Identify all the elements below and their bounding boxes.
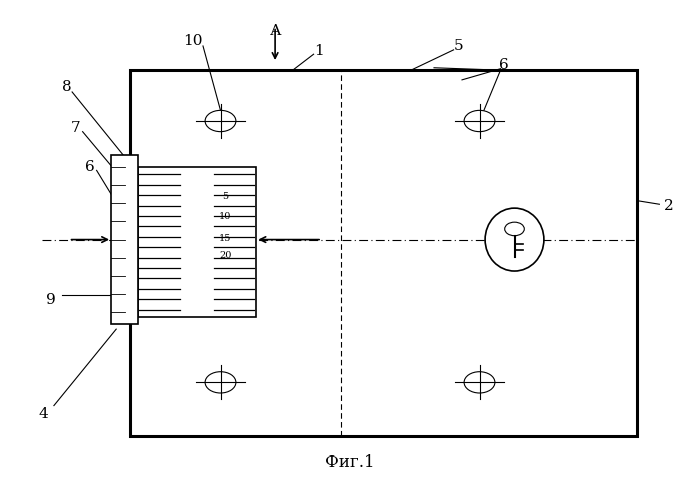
- Circle shape: [505, 222, 524, 236]
- Text: 10: 10: [219, 212, 232, 221]
- Text: 20: 20: [219, 251, 232, 260]
- Circle shape: [205, 372, 236, 393]
- Bar: [138, 167, 256, 317]
- Text: Фиг.1: Фиг.1: [326, 454, 374, 471]
- Text: 8: 8: [62, 80, 71, 94]
- Circle shape: [464, 372, 495, 393]
- Bar: [130, 70, 637, 436]
- Text: 1: 1: [314, 44, 323, 58]
- Circle shape: [205, 110, 236, 132]
- Text: 7: 7: [71, 121, 80, 135]
- Ellipse shape: [485, 208, 544, 271]
- Text: 10: 10: [183, 34, 202, 48]
- Text: 9: 9: [46, 293, 55, 307]
- Text: А: А: [270, 25, 281, 38]
- Text: 2: 2: [664, 199, 673, 212]
- Text: 4: 4: [38, 407, 48, 421]
- Text: 5: 5: [454, 39, 463, 53]
- Text: 15: 15: [219, 234, 232, 242]
- Circle shape: [464, 110, 495, 132]
- Bar: [111, 155, 138, 324]
- Text: 6: 6: [85, 160, 95, 174]
- Text: 5: 5: [223, 192, 229, 200]
- Text: 6: 6: [499, 59, 509, 72]
